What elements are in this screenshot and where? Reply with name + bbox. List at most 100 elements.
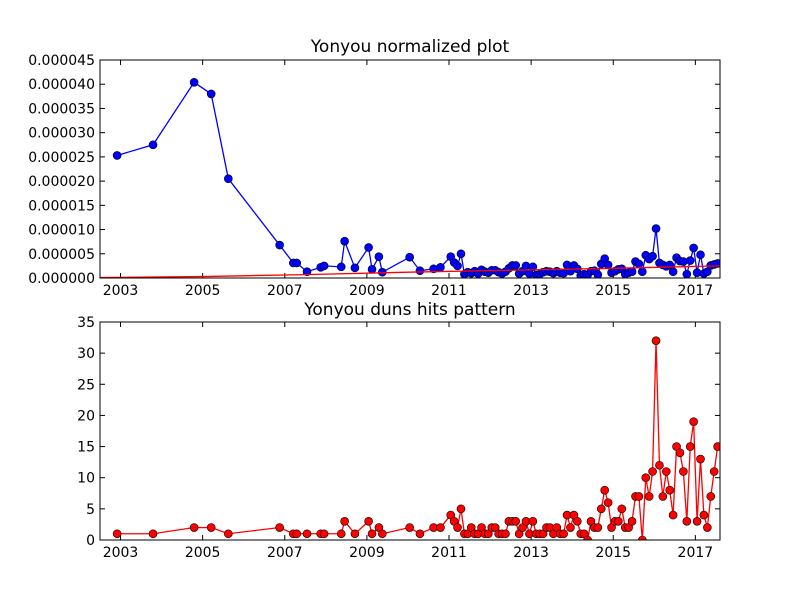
normalized-data-point	[364, 243, 373, 252]
hits-data-point	[644, 492, 654, 501]
hits-data-point	[364, 517, 373, 526]
normalized-data-point	[292, 258, 302, 268]
normalized-y-tick-label: 0.000000	[28, 271, 95, 287]
normalized-plot-panel: Yonyou normalized plot 2003 2005 2007 2009 2…	[28, 37, 721, 299]
normalized-plot-area: 2003 2005 2007 2009 2011 2013 2015 2017 0.000000…	[28, 53, 720, 299]
normalized-data-point	[374, 252, 384, 261]
normalized-data-point	[627, 267, 637, 277]
hits-data-point	[559, 529, 568, 539]
hits-data-point	[685, 442, 695, 451]
hits-data-point	[658, 492, 668, 501]
hits-data-point	[583, 535, 592, 540]
hits-data-point	[511, 517, 521, 526]
hits-data-point	[603, 498, 613, 507]
hits-y-tick-label: 10	[77, 471, 95, 487]
hits-data-point	[350, 529, 360, 539]
normalized-data-point	[638, 267, 647, 277]
hits-data-point	[600, 485, 610, 495]
hits-data-point	[614, 517, 623, 526]
normalized-data-point	[528, 262, 538, 272]
hits-data-point	[336, 529, 346, 539]
normalized-x-tick-label: 2015	[595, 283, 631, 299]
hits-data-point	[596, 504, 606, 514]
hits-data-point	[651, 336, 661, 345]
hits-data-point	[682, 517, 692, 526]
hits-data-point	[668, 510, 678, 520]
normalized-x-tick-label: 2017	[678, 283, 714, 299]
hits-data-point	[655, 460, 664, 470]
hits-data-point	[340, 517, 349, 526]
hits-data-point	[501, 529, 510, 539]
normalized-data-point	[511, 261, 521, 270]
hits-y-tick-label: 35	[77, 315, 95, 331]
hits-data-point	[648, 467, 657, 476]
normalized-data-point	[148, 140, 158, 150]
hits-data-point	[566, 523, 575, 532]
normalized-y-tick-label: 0.000040	[28, 77, 95, 93]
hits-data-point	[189, 523, 199, 532]
hits-pattern-title: Yonyou duns hits pattern	[303, 300, 515, 320]
hits-data-point	[112, 529, 122, 539]
hits-y-tick-label: 30	[77, 346, 95, 362]
normalized-data-point	[275, 240, 284, 250]
hits-data-point	[699, 510, 709, 520]
normalized-data-point	[453, 261, 462, 271]
normalized-data-point	[689, 243, 698, 253]
normalized-x-tick-label: 2007	[267, 283, 303, 299]
hits-data-point	[415, 529, 425, 539]
hits-data-point	[661, 467, 671, 476]
hits-data-point	[638, 535, 647, 540]
normalized-data-point	[319, 261, 329, 271]
hits-y-tick-label: 0	[86, 533, 95, 549]
normalized-data-point	[189, 77, 199, 87]
normalized-data-point	[682, 269, 692, 278]
hits-data-point	[627, 517, 637, 526]
normalized-y-tick-label: 0.000020	[28, 174, 95, 190]
hits-y-tick-label: 25	[77, 377, 95, 393]
normalized-data-point	[685, 256, 695, 265]
normalized-y-tick-label: 0.000010	[28, 223, 95, 239]
hits-data-point	[713, 442, 720, 451]
hits-data-point	[703, 523, 712, 532]
normalized-y-tick-label: 0.000035	[28, 101, 95, 117]
hits-data-point	[617, 504, 627, 514]
hits-x-tick-label: 2005	[185, 545, 221, 561]
normalized-data-point	[651, 224, 661, 233]
normalized-plot-title: Yonyou normalized plot	[310, 37, 510, 57]
hits-x-tick-label: 2009	[349, 545, 385, 561]
normalized-data-point	[593, 270, 603, 278]
normalized-data-point	[668, 267, 678, 277]
normalized-data-point	[696, 250, 705, 260]
hits-data-point	[377, 529, 387, 539]
hits-data-point	[436, 523, 445, 532]
hits-pattern-panel: Yonyou duns hits pattern 2003 2005 2007 200…	[77, 300, 721, 561]
hits-x-tick-label: 2015	[595, 545, 631, 561]
normalized-data-point	[634, 259, 644, 269]
hits-data-point	[224, 529, 233, 539]
hits-y-tick-label: 5	[86, 502, 95, 518]
normalized-data-point	[415, 266, 425, 276]
hits-pattern-area: 2003 2005 2007 2009 2011 2013 2015 2017 0 5 10 15 20…	[77, 315, 720, 561]
hits-data-point	[292, 529, 302, 539]
hits-pattern-frame	[99, 321, 721, 541]
hits-x-tick-label: 2017	[678, 545, 714, 561]
normalized-x-tick-label: 2011	[431, 283, 467, 299]
normalized-y-tick-label: 0.000015	[28, 198, 95, 214]
normalized-plot-frame	[99, 59, 721, 279]
normalized-data-point	[456, 249, 466, 259]
normalized-data-point	[112, 151, 122, 160]
hits-data-point	[665, 485, 675, 495]
hits-data-point	[453, 523, 462, 532]
hits-data-point	[696, 454, 705, 464]
normalized-data-point	[224, 174, 233, 183]
normalized-y-tick-label: 0.000045	[28, 53, 95, 69]
normalized-x-tick-label: 2013	[513, 283, 549, 299]
hits-data-point	[573, 517, 582, 526]
normalized-x-tick-label: 2009	[349, 283, 385, 299]
normalized-y-tick-label: 0.000030	[28, 126, 95, 142]
hits-x-tick-label: 2007	[267, 545, 303, 561]
normalized-data-point	[405, 252, 414, 262]
normalized-y-tick-label: 0.000005	[28, 247, 95, 263]
